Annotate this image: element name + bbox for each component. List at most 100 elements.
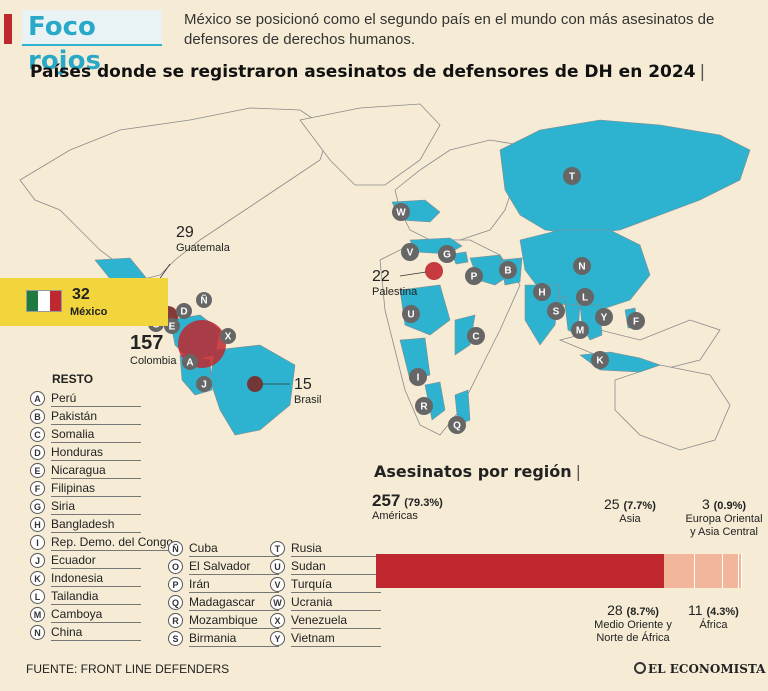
- marker-Ñ: Ñ: [196, 292, 212, 308]
- asia-value: 25: [604, 496, 620, 512]
- legend-badge: P: [168, 577, 183, 592]
- legend-badge: V: [270, 577, 285, 592]
- marker-C: C: [467, 327, 485, 345]
- marker-T: T: [563, 167, 581, 185]
- land-north-america: [19, 107, 331, 281]
- marker-W: W: [392, 203, 410, 221]
- marker-R-label: R: [420, 402, 428, 413]
- legend-badge: I: [30, 535, 45, 550]
- legend-badge: Y: [270, 631, 285, 646]
- region-label-africa: 11 (4.3%) África: [688, 602, 739, 632]
- legend-country-name: Nicaragua: [51, 463, 141, 479]
- legend-item: N China: [30, 624, 141, 641]
- asia-pct: (7.7%): [623, 500, 656, 512]
- marker-H: H: [533, 283, 551, 301]
- asia-name: Asia: [619, 513, 641, 525]
- americas-name: Américas: [372, 510, 418, 522]
- marker-F-label: F: [633, 317, 639, 328]
- legend-item: T Rusia: [270, 540, 381, 557]
- legend-badge: B: [30, 409, 45, 424]
- legend-country-name: Indonesia: [51, 571, 141, 587]
- marker-A-label: A: [186, 358, 193, 369]
- region-segment: [695, 554, 724, 588]
- land-greenland: [299, 103, 441, 186]
- legend-country-name: Madagascar: [189, 595, 279, 611]
- europa-name: Europa Oriental y Asia Central: [685, 513, 763, 538]
- legend-badge: O: [168, 559, 183, 574]
- country-syria: [451, 251, 469, 265]
- legend-country-name: El Salvador: [189, 559, 279, 575]
- legend-badge: S: [168, 631, 183, 646]
- legend-item: R Mozambique: [168, 612, 279, 629]
- europa-value: 3: [701, 496, 710, 512]
- callout-colombia: 157 Colombia: [130, 332, 176, 367]
- legend-item: F Filipinas: [30, 480, 141, 497]
- marker-G: G: [438, 245, 456, 263]
- brand-name: EL ECONOMISTA: [648, 662, 766, 676]
- africa-value: 11: [688, 602, 703, 618]
- legend-country-name: Camboya: [51, 607, 141, 623]
- legend-badge: Q: [168, 595, 183, 610]
- legend-country-name: Filipinas: [51, 481, 141, 497]
- source-note: FUENTE: FRONT LINE DEFENDERS: [26, 662, 230, 676]
- legend-item: Ñ Cuba: [168, 540, 279, 557]
- legend-item: K Indonesia: [30, 570, 141, 587]
- legend-country-name: Tailandia: [51, 589, 141, 605]
- legend-country-name: Rusia: [291, 541, 381, 557]
- circle-palestina: [425, 262, 443, 280]
- americas-pct: (79.3%): [404, 497, 443, 509]
- region-segment: [376, 554, 664, 588]
- marker-B-label: B: [504, 266, 511, 277]
- legend-country-name: Sudan: [291, 559, 381, 575]
- marker-M-label: M: [576, 326, 584, 337]
- legend-country-name: Ucrania: [291, 595, 381, 611]
- legend-item: P Irán: [168, 576, 279, 593]
- page-title: Foco rojos: [22, 10, 162, 76]
- region-segment: [723, 554, 739, 588]
- marker-K-label: K: [596, 356, 604, 367]
- marker-F: F: [627, 312, 645, 330]
- legend-badge: C: [30, 427, 45, 442]
- legend-country-name: Cuba: [189, 541, 279, 557]
- guatemala-label: Guatemala: [176, 242, 230, 254]
- legend-badge: J: [30, 553, 45, 568]
- land-australia: [614, 364, 731, 451]
- marker-S-label: S: [553, 307, 560, 318]
- medio-oriente-value: 28: [607, 602, 623, 618]
- marker-T-label: T: [569, 172, 575, 183]
- legend-item: U Sudan: [270, 558, 381, 575]
- legend-country-name: Siria: [51, 499, 141, 515]
- legend-item: M Camboya: [30, 606, 141, 623]
- marker-L-label: L: [582, 293, 588, 304]
- palestina-value: 22: [372, 268, 390, 285]
- marker-V-label: V: [407, 248, 414, 259]
- marker-X: X: [220, 328, 236, 344]
- marker-I: I: [409, 368, 427, 386]
- legend-country-name: Mozambique: [189, 613, 279, 629]
- region-label-asia: 25 (7.7%) Asia: [604, 496, 656, 526]
- header: Foco rojos México se posicionó como el s…: [0, 8, 768, 76]
- legend-badge: L: [30, 589, 45, 604]
- legend-item: E Nicaragua: [30, 462, 141, 479]
- map-title-text: Países donde se registraron asesinatos d…: [30, 62, 696, 82]
- country-india: [524, 284, 561, 346]
- legend-badge: F: [30, 481, 45, 496]
- legend-country-name: Bangladesh: [51, 517, 141, 533]
- callout-palestina: 22 Palestina: [372, 268, 417, 298]
- marker-C-label: C: [472, 332, 479, 343]
- colombia-label: Colombia: [130, 355, 177, 367]
- marker-W-label: W: [396, 208, 406, 219]
- marker-H-label: H: [538, 288, 545, 299]
- legend-item: L Tailandia: [30, 588, 141, 605]
- legend-item: A Perú: [30, 390, 141, 407]
- legend-badge: M: [30, 607, 45, 622]
- legend-country-name: China: [51, 625, 141, 641]
- marker-Y: Y: [595, 308, 613, 326]
- accent-tab: [4, 14, 12, 44]
- marker-B: B: [499, 261, 517, 279]
- marker-Q-label: Q: [453, 421, 461, 432]
- legend-item: S Birmania: [168, 630, 279, 647]
- legend-badge: T: [270, 541, 285, 556]
- marker-P: P: [465, 267, 483, 285]
- legend-badge: N: [30, 625, 45, 640]
